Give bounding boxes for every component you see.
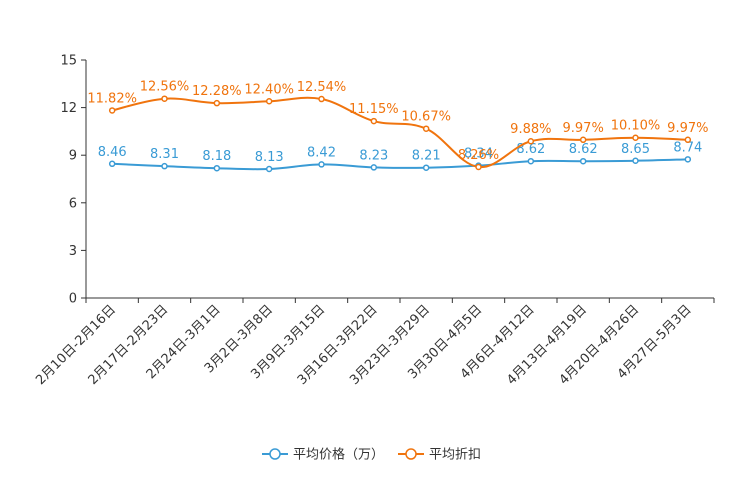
data-point[interactable] [527,157,535,165]
data-point[interactable] [161,162,168,170]
data-label: 8.13 [255,150,284,165]
data-point[interactable] [265,98,273,105]
data-label: 12.28% [192,84,242,99]
data-label: 8.62 [569,142,598,157]
data-label: 8.31 [150,147,179,162]
data-point[interactable] [475,163,482,171]
chart-legend[interactable]: 平均价格（万） 平均折扣 [262,447,481,463]
data-label: 8.23 [359,148,388,163]
data-label: 8.62 [516,142,545,157]
y-tick-label: 3 [69,244,77,259]
y-tick-label: 0 [69,292,77,307]
data-point[interactable] [108,160,116,168]
data-label: 8.26% [458,148,499,163]
data-point[interactable] [213,164,221,172]
data-point[interactable] [422,125,430,132]
data-point[interactable] [579,136,587,144]
data-label: 8.18 [202,149,231,164]
legend-label: 平均折扣 [429,448,481,463]
data-label: 9.88% [510,122,551,137]
legend-item-1[interactable]: 平均价格（万） [262,447,384,463]
legend-marker [269,448,281,460]
data-label: 11.82% [87,91,137,106]
y-tick-label: 12 [60,101,77,116]
chart-series: 8.46 8.31 8.18 8.13 8.42 8.23 8.21 8.34 8.62 8.62… [87,80,708,173]
data-label: 8.34 [464,147,493,162]
data-point[interactable] [527,137,535,145]
data-label: 9.97% [563,121,604,136]
data-point[interactable] [632,157,639,165]
data-point[interactable] [632,134,639,141]
data-point[interactable] [108,107,116,114]
data-point[interactable] [318,161,325,168]
legend-item-2[interactable]: 平均折扣 [398,448,481,463]
data-point[interactable] [579,157,587,165]
data-point[interactable] [318,95,325,103]
data-point[interactable] [422,164,430,171]
data-label: 10.67% [401,110,451,125]
data-label: 12.56% [140,80,190,95]
data-label: 8.42 [307,145,336,160]
y-tick-label: 9 [69,149,77,164]
data-label: 9.97% [667,121,708,136]
data-point[interactable] [265,165,273,173]
data-label: 11.15% [349,102,399,117]
data-label: 12.40% [244,82,294,97]
data-label: 8.65 [621,142,650,157]
legend-label: 平均价格（万） [293,447,384,463]
data-label: 10.10% [611,119,661,134]
data-label: 8.21 [412,149,441,164]
legend-marker [405,448,417,460]
data-label: 8.74 [673,140,702,155]
data-point[interactable] [684,156,692,163]
y-tick-label: 15 [60,54,77,69]
series-2: 11.82%12.56% 12.28% 12.40% 12.54%11.15%10.6… [87,80,708,171]
data-label: 8.46 [98,145,127,160]
data-label: 12.54% [297,80,347,95]
data-point[interactable] [161,95,168,102]
series-line [112,158,688,171]
data-point[interactable] [213,99,221,107]
data-point[interactable] [370,117,378,125]
data-point[interactable] [370,164,378,171]
data-point[interactable] [684,136,692,144]
y-tick-label: 6 [69,196,77,211]
series-1: 8.46 8.31 8.18 8.13 8.42 8.23 8.21 8.34 8.62 8.62… [98,140,702,173]
